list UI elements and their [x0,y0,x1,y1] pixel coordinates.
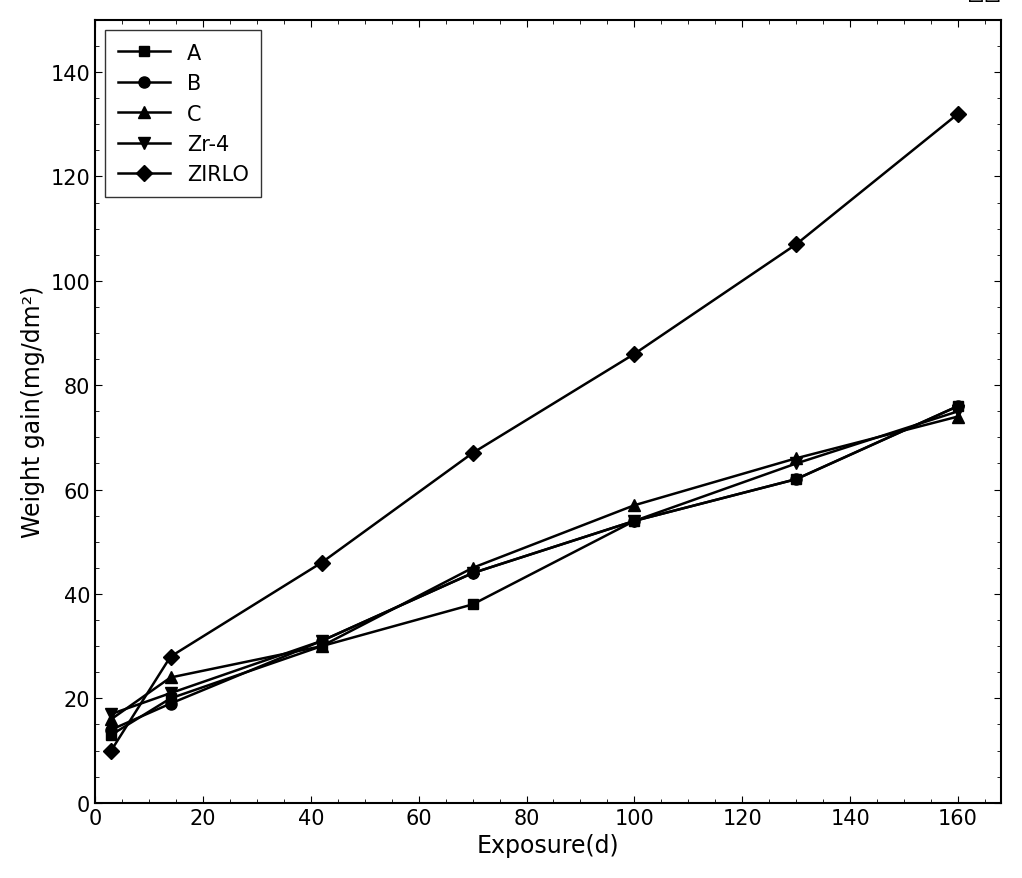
ZIRLO [105,745,118,756]
B [951,401,964,412]
ZIRLO [466,449,478,459]
Zr-4 [629,516,641,527]
Legend: A, B, C, Zr-4, ZIRLO: A, B, C, Zr-4, ZIRLO [105,32,261,198]
Zr-4 [951,407,964,417]
Zr-4 [105,709,118,719]
ZIRLO [951,110,964,120]
Line: A: A [106,402,963,740]
C [165,673,177,683]
Zr-4 [316,636,328,646]
A [790,474,802,485]
C [105,714,118,724]
Line: Zr-4: Zr-4 [105,406,965,721]
A [316,641,328,651]
B [629,516,641,527]
C [466,563,478,573]
Line: ZIRLO: ZIRLO [105,109,964,756]
Y-axis label: Weight gain(mg/dm²): Weight gain(mg/dm²) [20,286,45,538]
A [951,401,964,412]
X-axis label: Exposure(d): Exposure(d) [477,833,619,857]
Line: B: B [105,401,964,736]
A [466,600,478,610]
A [165,694,177,704]
B [466,568,478,579]
A [105,730,118,740]
Text: 400°C/10.3MPa/蔕汽: 400°C/10.3MPa/蔕汽 [744,0,1002,4]
B [316,636,328,646]
B [105,724,118,735]
B [790,474,802,485]
C [629,500,641,511]
ZIRLO [629,349,641,360]
C [951,412,964,422]
C [316,641,328,651]
C [790,453,802,464]
Zr-4 [790,458,802,469]
ZIRLO [790,240,802,250]
B [165,699,177,709]
Line: C: C [105,411,965,725]
Zr-4 [466,568,478,579]
ZIRLO [165,651,177,662]
Zr-4 [165,688,177,699]
A [629,516,641,527]
ZIRLO [316,558,328,568]
